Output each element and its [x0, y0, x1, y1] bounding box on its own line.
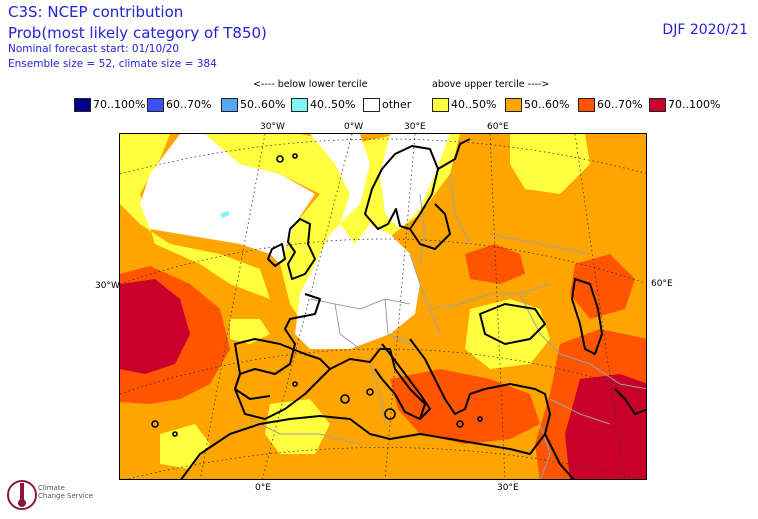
country-borders [249, 173, 646, 479]
above-tercile-label: above upper tercile ----> [432, 79, 550, 90]
legend-label: 60..70% [166, 98, 212, 111]
probability-map [119, 133, 647, 480]
chart-subtitle: Prob(most likely category of T850) [8, 24, 267, 42]
region-other [140, 134, 315, 264]
region-40-50 [230, 319, 270, 344]
region-40-50 [510, 134, 590, 194]
legend-swatch [505, 98, 522, 112]
logo-line: Climate [38, 484, 65, 492]
forecast-start: Nominal forecast start: 01/10/20 [8, 43, 180, 55]
coastlines [180, 138, 646, 479]
logo-text: Climate Change Service [38, 484, 93, 500]
lon-label-top: 0°W [344, 122, 364, 132]
lon-label-bottom: 0°E [255, 483, 271, 493]
legend-swatch [578, 98, 595, 112]
region-40-50 [465, 299, 550, 369]
season-label: DJF 2020/21 [662, 22, 748, 38]
ensemble-size: Ensemble size = 52, climate size = 384 [8, 58, 217, 70]
lon-label-top: 30°W [260, 122, 285, 132]
legend-swatch [649, 98, 666, 112]
chart-title: C3S: NCEP contribution [8, 3, 184, 21]
legend-label: 50..60% [524, 98, 570, 111]
legend-label: 70..100% [668, 98, 721, 111]
below-tercile-label: <---- below lower tercile [253, 79, 368, 90]
lon-label-bottom: 30°E [497, 483, 519, 493]
region-70-100 [120, 279, 190, 374]
c3s-logo [4, 475, 104, 515]
region-40-50 [120, 134, 270, 299]
map-svg [120, 134, 646, 479]
lon-label-top: 60°E [487, 122, 509, 132]
legend-swatch [221, 98, 238, 112]
logo-line: Change Service [38, 492, 93, 500]
lon-label-top: 30°E [404, 122, 426, 132]
lat-label-right: 60°E [651, 279, 673, 289]
islands [151, 153, 483, 437]
graticule [120, 134, 646, 479]
region-70-100 [565, 374, 646, 479]
legend-swatch [74, 98, 91, 112]
legend-label: 60..70% [597, 98, 643, 111]
legend-label: 40..50% [310, 98, 356, 111]
legend-swatch [147, 98, 164, 112]
lat-label-left: 30°W [95, 281, 120, 291]
legend-label: other [382, 98, 412, 111]
legend-label: 50..60% [240, 98, 286, 111]
thermometer-logo-icon [7, 480, 37, 510]
region-40-50 [265, 399, 330, 454]
legend-label: 70..100% [93, 98, 146, 111]
legend-label: 40..50% [451, 98, 497, 111]
region-60-70 [570, 254, 635, 319]
legend-swatch [291, 98, 308, 112]
region-60-70 [465, 244, 525, 284]
legend-swatch [363, 98, 380, 112]
region-other [295, 134, 420, 349]
legend-swatch [432, 98, 449, 112]
region-below-40-50 [220, 211, 230, 218]
